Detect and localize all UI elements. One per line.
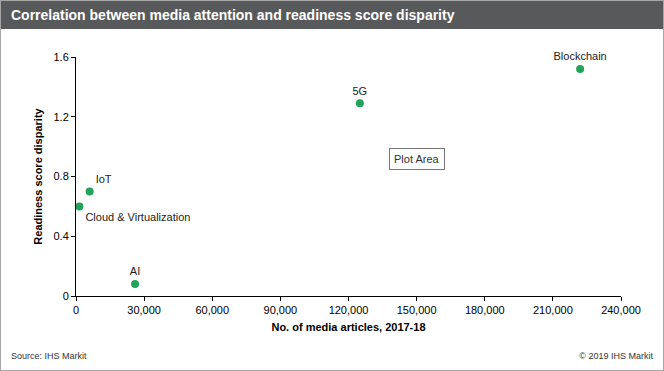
svg-text:30,000: 30,000 <box>127 304 161 316</box>
html-text:Source: IHS Markit: Source: IHS Markit <box>11 351 87 361</box>
svg-text:210,000: 210,000 <box>533 304 573 316</box>
svg-text:Blockchain: Blockchain <box>554 50 607 62</box>
svg-text:AI: AI <box>130 265 140 277</box>
svg-text:0: 0 <box>73 304 79 316</box>
svg-text:1.6: 1.6 <box>54 51 69 63</box>
svg-text:Plot Area: Plot Area <box>394 153 440 165</box>
svg-text:90,000: 90,000 <box>264 304 298 316</box>
svg-text:Readiness score disparity: Readiness score disparity <box>32 107 44 244</box>
svg-text:IoT: IoT <box>96 173 112 185</box>
svg-text:180,000: 180,000 <box>465 304 505 316</box>
svg-text:240,000: 240,000 <box>601 304 641 316</box>
svg-text:0.4: 0.4 <box>54 230 69 242</box>
html-text:Correlation between media atte: Correlation between media attention and … <box>11 7 455 23</box>
svg-text:0.8: 0.8 <box>54 170 69 182</box>
svg-text:60,000: 60,000 <box>195 304 229 316</box>
html-text:© 2019 IHS Markit: © 2019 IHS Markit <box>579 351 653 361</box>
svg-text:No. of media articles, 2017-18: No. of media articles, 2017-18 <box>271 321 425 333</box>
svg-text:5G: 5G <box>353 85 368 97</box>
svg-text:Cloud & Virtualization: Cloud & Virtualization <box>85 211 190 223</box>
svg-text:1.2: 1.2 <box>54 111 69 123</box>
svg-text:120,000: 120,000 <box>329 304 369 316</box>
svg-text:0: 0 <box>63 290 69 302</box>
svg-text:150,000: 150,000 <box>397 304 437 316</box>
